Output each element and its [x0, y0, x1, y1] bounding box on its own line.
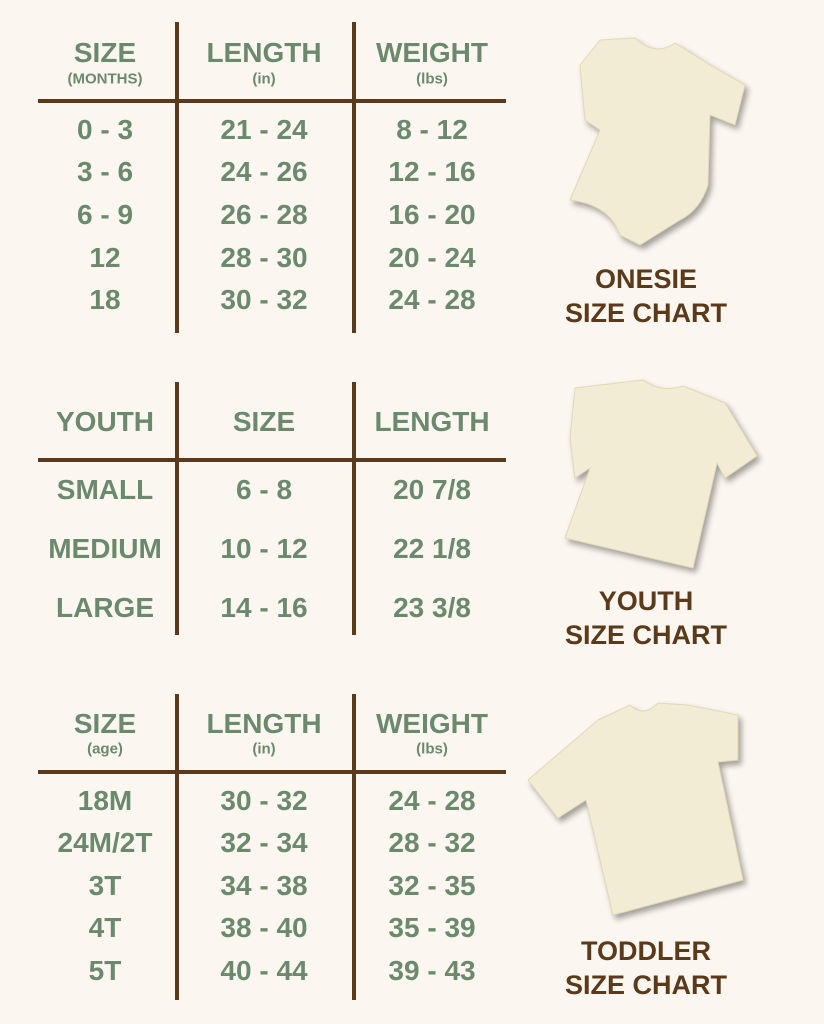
table-cell: 20 - 24 [388, 242, 476, 273]
column-header-unit: (in) [252, 740, 276, 758]
column-header-unit: (in) [252, 70, 276, 88]
youth-tshirt-image [565, 379, 758, 569]
column-header: LENGTH [206, 37, 322, 68]
table-cell: 12 - 16 [388, 156, 476, 187]
header-divider [38, 770, 506, 774]
column-header-unit: (MONTHS) [67, 70, 143, 88]
table-cell: 24M/2T [57, 827, 153, 858]
column-header-unit: (lbs) [416, 70, 448, 88]
table-cell: 20 7/8 [393, 474, 471, 505]
table-cell: 32 - 35 [388, 870, 476, 901]
table-cell: SMALL [56, 474, 154, 505]
table-cell: 3 - 6 [76, 156, 134, 187]
table-cell: 21 - 24 [220, 114, 308, 145]
table-cell: 35 - 39 [388, 912, 476, 943]
table-cell: 4T [88, 912, 122, 943]
onesie-image [569, 37, 746, 246]
column-divider [352, 382, 356, 635]
table-cell: 24 - 26 [220, 156, 308, 187]
column-header: SIZE [232, 406, 296, 437]
header-divider [38, 99, 506, 103]
chart-label-line: TODDLER [580, 936, 711, 966]
table-cell: MEDIUM [48, 533, 162, 564]
column-divider [175, 22, 179, 333]
column-divider [352, 22, 356, 333]
chart-label-line: YOUTH [598, 586, 694, 616]
table-cell: 8 - 12 [396, 114, 468, 145]
table-cell: 6 - 9 [76, 199, 134, 230]
column-header: YOUTH [56, 406, 154, 437]
table-cell: 12 [89, 242, 121, 273]
table-cell: 0 - 3 [76, 114, 134, 145]
table-cell: 38 - 40 [220, 912, 308, 943]
table-cell: LARGE [56, 592, 154, 623]
column-header: SIZE [73, 37, 137, 68]
table-cell: 30 - 32 [220, 284, 308, 315]
column-divider [175, 382, 179, 635]
table-cell: 26 - 28 [220, 199, 308, 230]
table-cell: 10 - 12 [220, 533, 308, 564]
table-cell: 28 - 32 [388, 827, 476, 858]
column-header: WEIGHT [376, 37, 488, 68]
table-cell: 18 [89, 284, 121, 315]
table-cell: 16 - 20 [388, 199, 476, 230]
table-cell: 39 - 43 [388, 955, 476, 986]
column-header: WEIGHT [376, 708, 488, 739]
table-cell: 6 - 8 [235, 474, 293, 505]
column-header: SIZE [73, 708, 137, 739]
column-header: LENGTH [374, 406, 490, 437]
table-cell: 14 - 16 [220, 592, 308, 623]
chart-label-line: ONESIE [594, 264, 698, 294]
table-cell: 30 - 32 [220, 785, 308, 816]
table-cell: 3T [88, 870, 122, 901]
chart-label: TODDLER SIZE CHART [565, 934, 727, 1002]
table-cell: 5T [88, 955, 122, 986]
table-cell: 24 - 28 [388, 785, 476, 816]
table-cell: 32 - 34 [220, 827, 308, 858]
column-header-unit: (age) [87, 740, 123, 758]
toddler-tshirt-image [528, 702, 744, 916]
table-cell: 22 1/8 [393, 533, 471, 564]
column-header: LENGTH [206, 708, 322, 739]
table-cell: 18M [77, 785, 133, 816]
column-divider [175, 694, 179, 1000]
column-divider [352, 694, 356, 1000]
chart-label: YOUTH SIZE CHART [565, 584, 727, 652]
chart-label-line: SIZE CHART [565, 298, 727, 328]
chart-label-line: SIZE CHART [565, 970, 727, 1000]
header-divider [38, 458, 506, 462]
table-cell: 40 - 44 [220, 955, 308, 986]
table-cell: 34 - 38 [220, 870, 308, 901]
column-header-unit: (lbs) [416, 740, 448, 758]
table-cell: 24 - 28 [388, 284, 476, 315]
table-cell: 23 3/8 [393, 592, 471, 623]
table-cell: 28 - 30 [220, 242, 308, 273]
chart-label: ONESIE SIZE CHART [565, 262, 727, 330]
chart-label-line: SIZE CHART [565, 620, 727, 650]
